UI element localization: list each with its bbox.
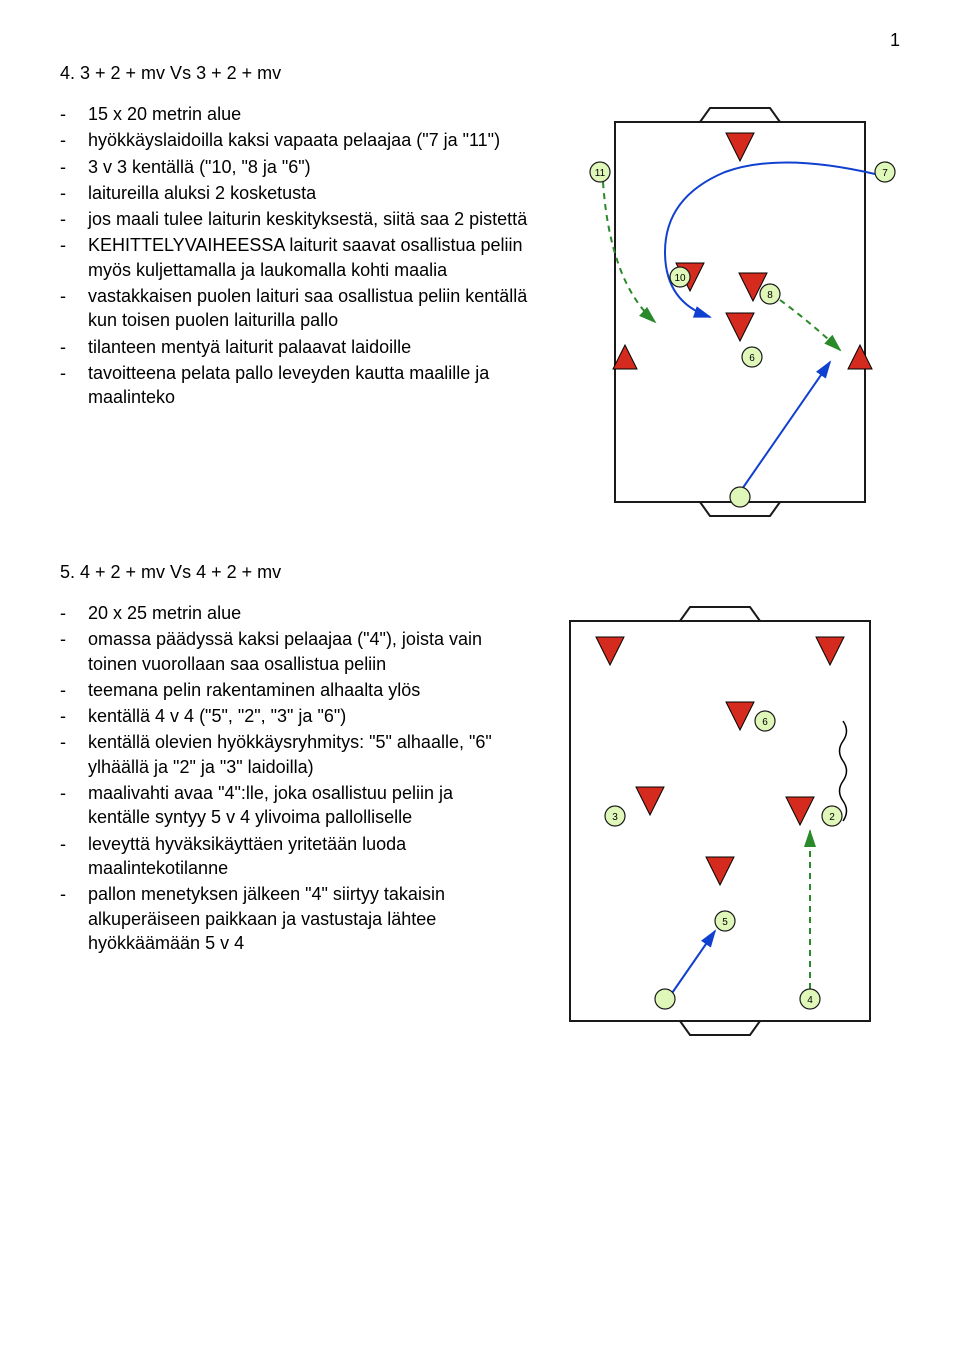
bullet-text: laitureilla aluksi 2 kosketusta <box>88 181 560 205</box>
diagram-1: 11 7 10 8 6 <box>580 102 900 522</box>
svg-text:6: 6 <box>762 717 768 728</box>
bullet-text: leveyttä hyväksikäyttäen yritetään luoda… <box>88 832 520 881</box>
bullet-text: omassa päädyssä kaksi pelaajaa ("4"), jo… <box>88 627 520 676</box>
bullet-text: maalivahti avaa "4":lle, joka osallistuu… <box>88 781 520 830</box>
page-number: 1 <box>60 30 900 51</box>
bullet-item: -pallon menetyksen jälkeen "4" siirtyy t… <box>60 882 520 955</box>
bullet-item: -3 v 3 kentällä ("10, "8 ja "6") <box>60 155 560 179</box>
bullet-dash: - <box>60 361 88 410</box>
bullet-item: -20 x 25 metrin alue <box>60 601 520 625</box>
section-5-title: 5. 4 + 2 + mv Vs 4 + 2 + mv <box>60 562 900 583</box>
bullet-item: -kentällä 4 v 4 ("5", "2", "3" ja "6") <box>60 704 520 728</box>
bullet-item: -15 x 20 metrin alue <box>60 102 560 126</box>
bullet-dash: - <box>60 155 88 179</box>
bullet-item: -laitureilla aluksi 2 kosketusta <box>60 181 560 205</box>
bullet-dash: - <box>60 882 88 955</box>
bullet-text: tilanteen mentyä laiturit palaavat laido… <box>88 335 560 359</box>
bullet-item: -KEHITTELYVAIHEESSA laiturit saavat osal… <box>60 233 560 282</box>
bullet-text: jos maali tulee laiturin keskityksestä, … <box>88 207 560 231</box>
bullet-dash: - <box>60 704 88 728</box>
bullet-text: pallon menetyksen jälkeen "4" siirtyy ta… <box>88 882 520 955</box>
bullet-text: vastakkaisen puolen laituri saa osallist… <box>88 284 560 333</box>
bullet-text: 20 x 25 metrin alue <box>88 601 520 625</box>
bullet-item: -tilanteen mentyä laiturit palaavat laid… <box>60 335 560 359</box>
bullet-dash: - <box>60 627 88 676</box>
svg-text:11: 11 <box>595 168 606 179</box>
bullet-item: -leveyttä hyväksikäyttäen yritetään luod… <box>60 832 520 881</box>
bullet-text: teemana pelin rakentaminen alhaalta ylös <box>88 678 520 702</box>
section-4-bullets: -15 x 20 metrin alue-hyökkäyslaidoilla k… <box>60 102 560 412</box>
bullet-item: -maalivahti avaa "4":lle, joka osallistu… <box>60 781 520 830</box>
bullet-dash: - <box>60 233 88 282</box>
bullet-dash: - <box>60 781 88 830</box>
bullet-text: kentällä 4 v 4 ("5", "2", "3" ja "6") <box>88 704 520 728</box>
svg-text:10: 10 <box>674 273 686 284</box>
bullet-item: -kentällä olevien hyökkäysryhmitys: "5" … <box>60 730 520 779</box>
bullet-text: 3 v 3 kentällä ("10, "8 ja "6") <box>88 155 560 179</box>
bullet-item: -jos maali tulee laiturin keskityksestä,… <box>60 207 560 231</box>
bullet-item: -hyökkäyslaidoilla kaksi vapaata pelaaja… <box>60 128 560 152</box>
bullet-dash: - <box>60 102 88 126</box>
bullet-text: tavoitteena pelata pallo leveyden kautta… <box>88 361 560 410</box>
section-4: 4. 3 + 2 + mv Vs 3 + 2 + mv -15 x 20 met… <box>60 63 900 522</box>
bullet-item: -tavoitteena pelata pallo leveyden kautt… <box>60 361 560 410</box>
bullet-dash: - <box>60 601 88 625</box>
svg-text:3: 3 <box>612 812 618 823</box>
bullet-dash: - <box>60 678 88 702</box>
bullet-dash: - <box>60 207 88 231</box>
bullet-text: KEHITTELYVAIHEESSA laiturit saavat osall… <box>88 233 560 282</box>
bullet-dash: - <box>60 181 88 205</box>
bullet-dash: - <box>60 730 88 779</box>
bullet-dash: - <box>60 128 88 152</box>
svg-text:8: 8 <box>767 290 773 301</box>
bullet-text: hyökkäyslaidoilla kaksi vapaata pelaajaa… <box>88 128 560 152</box>
section-5-bullets: -20 x 25 metrin alue-omassa päädyssä kak… <box>60 601 520 957</box>
svg-text:7: 7 <box>882 168 888 179</box>
bullet-dash: - <box>60 832 88 881</box>
bullet-dash: - <box>60 335 88 359</box>
bullet-item: -teemana pelin rakentaminen alhaalta ylö… <box>60 678 520 702</box>
section-4-title: 4. 3 + 2 + mv Vs 3 + 2 + mv <box>60 63 900 84</box>
section-5: 5. 4 + 2 + mv Vs 4 + 2 + mv -20 x 25 met… <box>60 562 900 1041</box>
bullet-dash: - <box>60 284 88 333</box>
bullet-text: kentällä olevien hyökkäysryhmitys: "5" a… <box>88 730 520 779</box>
svg-text:4: 4 <box>807 995 813 1006</box>
diagram-2: 6 3 2 5 4 <box>540 601 900 1041</box>
svg-text:2: 2 <box>829 812 835 823</box>
bullet-text: 15 x 20 metrin alue <box>88 102 560 126</box>
svg-text:6: 6 <box>749 353 755 364</box>
svg-text:5: 5 <box>722 917 728 928</box>
bullet-item: -vastakkaisen puolen laituri saa osallis… <box>60 284 560 333</box>
bullet-item: -omassa päädyssä kaksi pelaajaa ("4"), j… <box>60 627 520 676</box>
